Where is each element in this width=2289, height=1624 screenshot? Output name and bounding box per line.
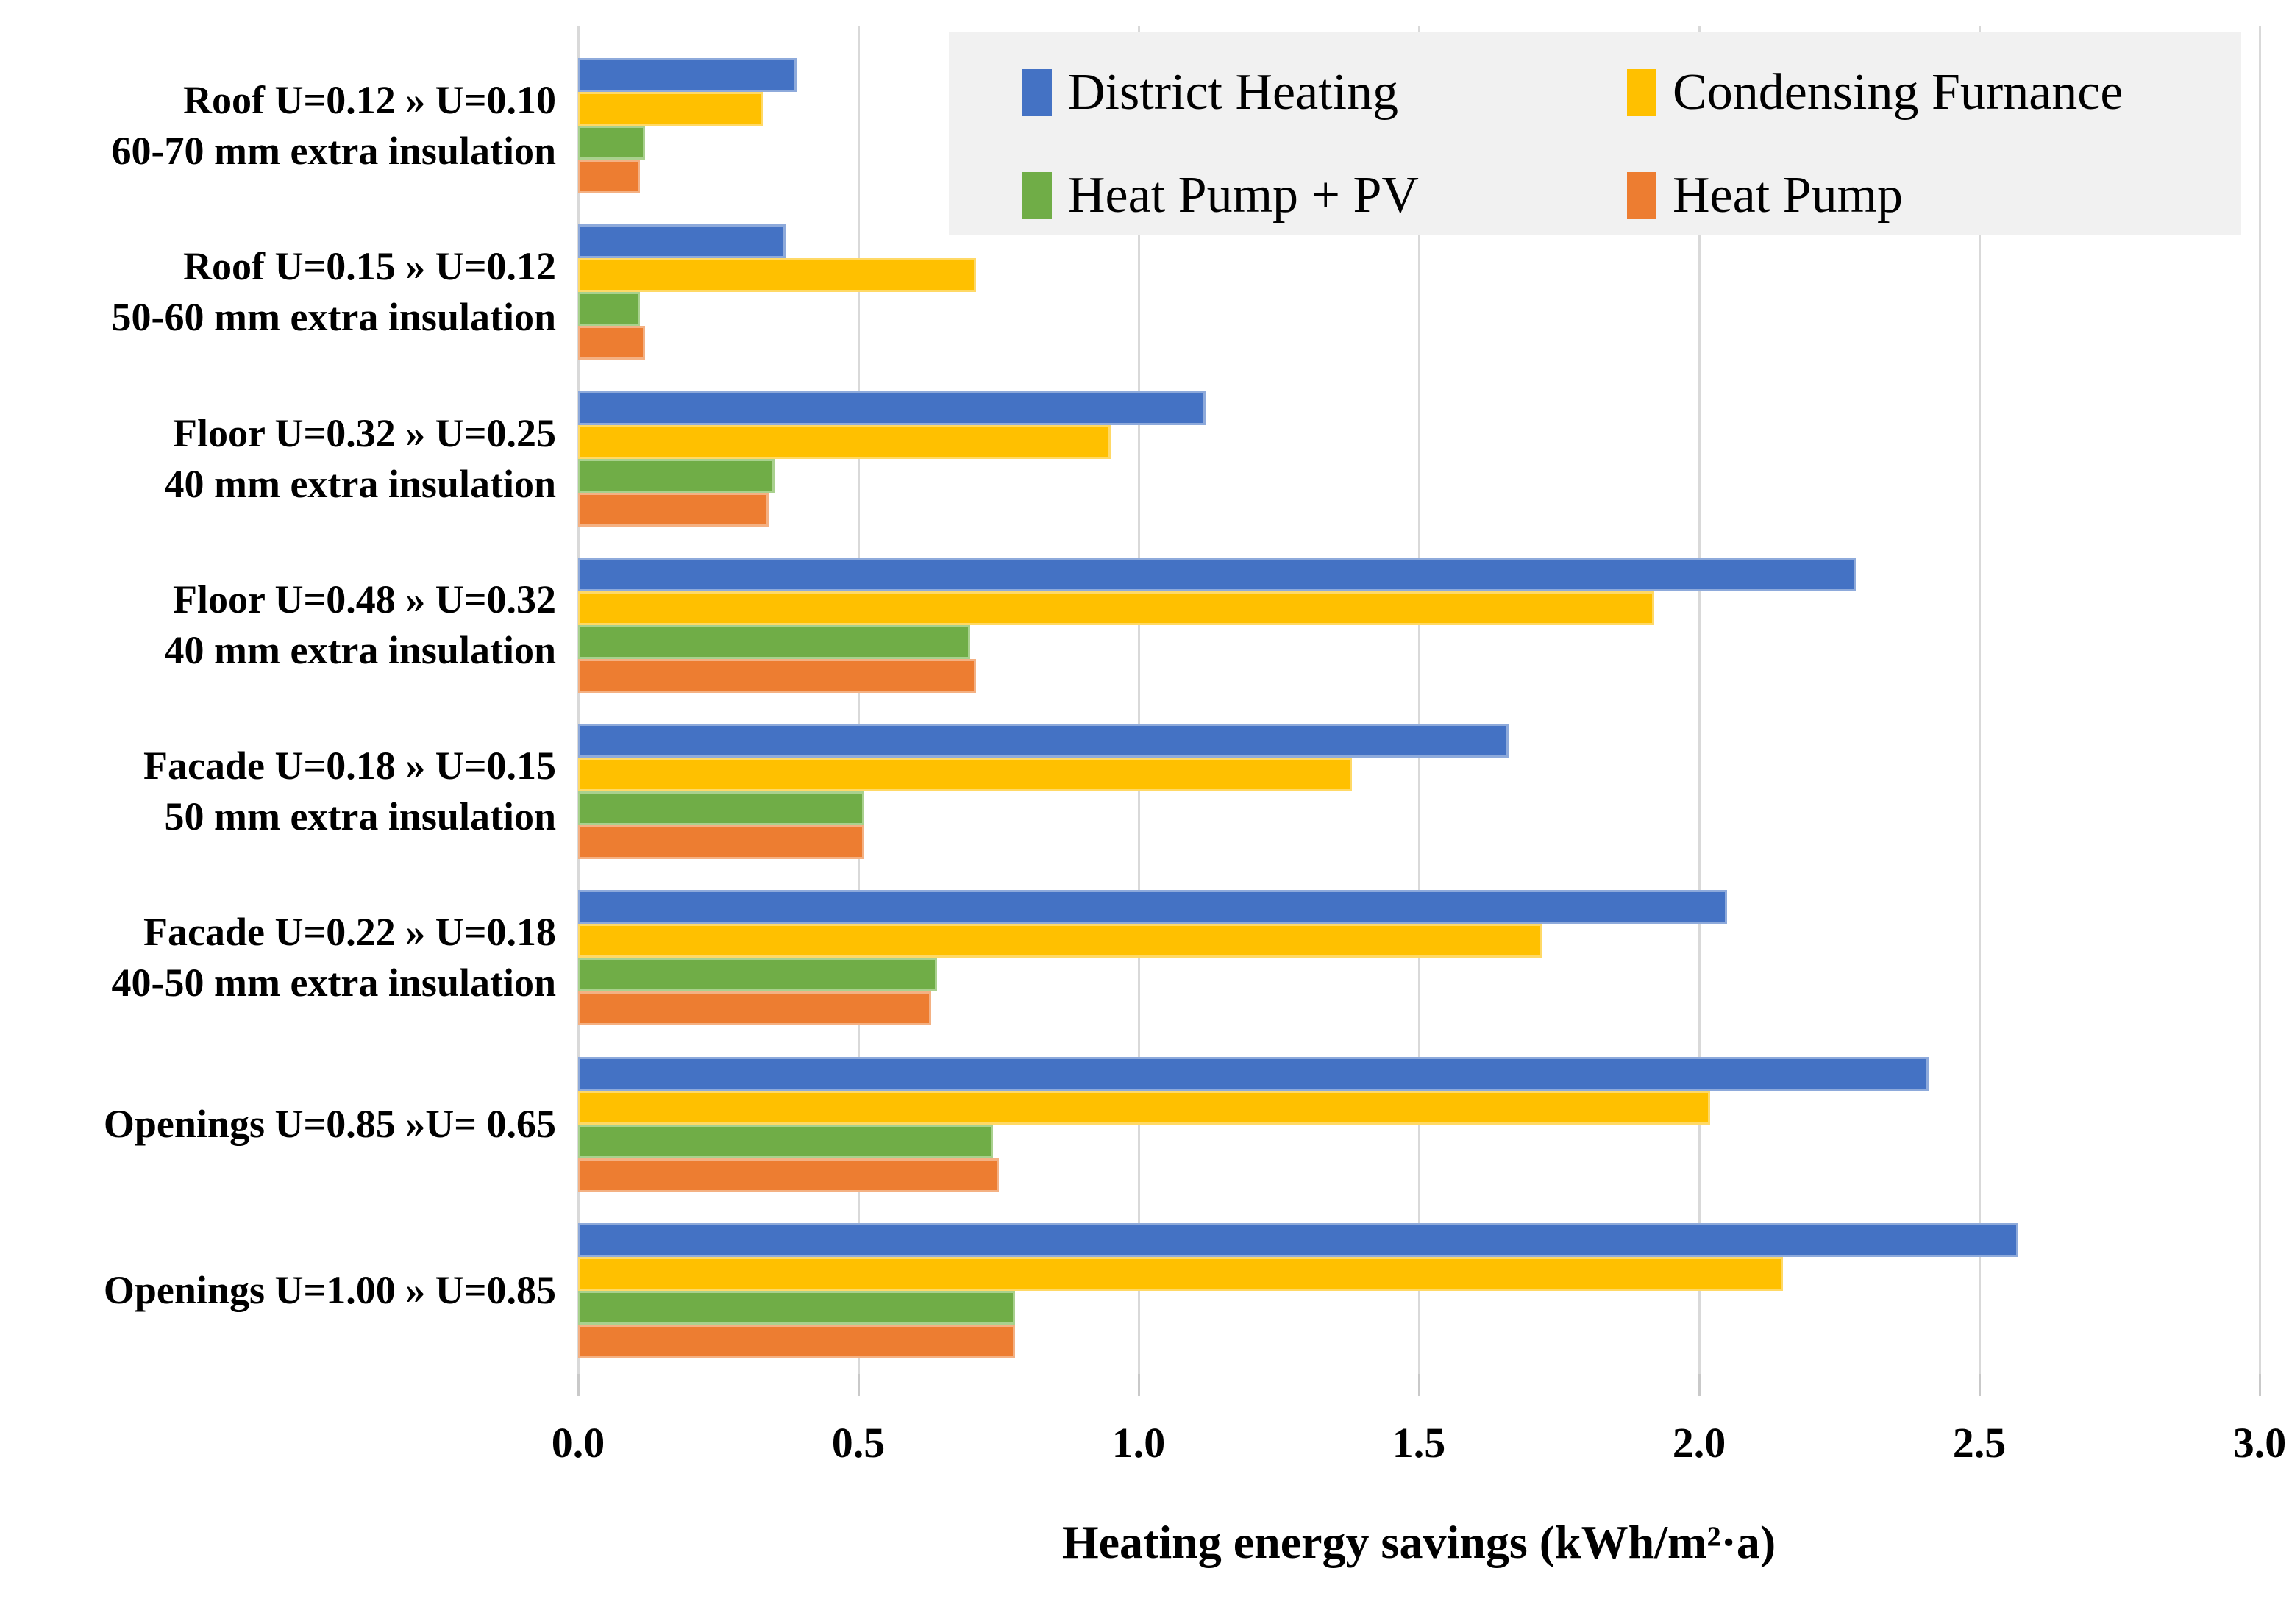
category-label-line: Openings U=1.00 » U=0.85	[103, 1268, 556, 1313]
category-label: Facade U=0.18 » U=0.15 50 mm extra insula…	[15, 708, 556, 875]
legend-label: Heat Pump	[1673, 167, 1904, 224]
category-label: Floor U=0.48 » U=0.32 40 mm extra insulat…	[15, 542, 557, 708]
bar-heat-pump	[578, 1158, 999, 1192]
x-tick-label: 0.5	[831, 1419, 886, 1467]
x-tick-label: 2.5	[1952, 1419, 2007, 1467]
legend-swatch-condensing-furnance	[1627, 69, 1656, 116]
category-label-line: Openings U=0.85 »U= 0.65	[103, 1102, 556, 1147]
legend-swatch-heat-pump-pv	[1022, 172, 1052, 219]
bar-heat-pump	[578, 160, 640, 194]
legend-item-heat-pump-pv: Heat Pump + PV	[1022, 159, 1419, 232]
category-label-line: 40 mm extra insulation	[164, 461, 557, 506]
category-label: Roof U=0.12 » U=0.10 60-70 mm extra insul…	[15, 43, 556, 209]
legend: District Heating Condensing Furnance Heat …	[949, 32, 2241, 235]
category-label-line: Floor U=0.32 » U=0.25	[172, 410, 556, 455]
legend-label: Condensing Furnance	[1673, 64, 2124, 121]
legend-swatch-district-heating	[1022, 69, 1052, 116]
bar-heat-pump-pv	[578, 126, 646, 160]
bar-heat-pump-pv	[578, 458, 775, 493]
bar-condensing-furnance	[578, 92, 763, 127]
legend-item-condensing-furnance: Condensing Furnance	[1627, 56, 2123, 129]
bar-heat-pump-pv	[578, 1290, 1016, 1325]
bar-heat-pump	[578, 658, 977, 693]
category-label: Facade U=0.22 » U=0.18 40-50 mm extra ins…	[15, 875, 556, 1041]
category-label-line: 50-60 mm extra insulation	[111, 295, 556, 340]
category-label-line: Roof U=0.15 » U=0.12	[182, 244, 556, 289]
x-tick-label: 1.5	[1392, 1419, 1446, 1467]
category-label-line: 40 mm extra insulation	[164, 627, 557, 672]
bar-condensing-furnance	[578, 258, 977, 293]
x-tick-label: 2.0	[1672, 1419, 1726, 1467]
x-axis-tick	[577, 1374, 580, 1396]
category-label: Roof U=0.15 » U=0.12 50-60 mm extra insul…	[15, 209, 556, 375]
x-axis-tick	[857, 1374, 860, 1396]
x-tick-label: 0.0	[551, 1419, 605, 1467]
bar-heat-pump	[578, 492, 769, 527]
x-tick-label: 3.0	[2232, 1419, 2287, 1467]
category-label: Openings U=0.85 »U= 0.65	[15, 1041, 556, 1208]
bar-district-heating	[578, 58, 797, 93]
gridline	[1698, 26, 1701, 1374]
x-tick-label: 1.0	[1111, 1419, 1166, 1467]
gridline	[2258, 26, 2261, 1374]
bar-condensing-furnance	[578, 758, 1352, 792]
legend-swatch-heat-pump	[1627, 172, 1656, 219]
category-label-line: 50 mm extra insulation	[164, 794, 557, 839]
category-label-line: Facade U=0.22 » U=0.18	[143, 910, 556, 955]
bar-condensing-furnance	[578, 424, 1111, 459]
bar-district-heating	[578, 391, 1206, 425]
bar-heat-pump-pv	[578, 624, 971, 659]
category-label-line: 60-70 mm extra insulation	[111, 129, 556, 174]
category-label: Openings U=1.00 » U=0.85	[15, 1208, 556, 1374]
gridline	[1417, 26, 1420, 1374]
bar-district-heating	[578, 724, 1509, 758]
bar-condensing-furnance	[578, 924, 1542, 958]
bar-heat-pump-pv	[578, 791, 864, 826]
category-label-line: Floor U=0.48 » U=0.32	[172, 577, 556, 622]
legend-item-district-heating: District Heating	[1022, 56, 1398, 129]
bar-district-heating	[578, 557, 1857, 591]
gridline	[577, 26, 580, 1374]
x-axis-tick	[1417, 1374, 1420, 1396]
legend-label: Heat Pump + PV	[1068, 167, 1419, 224]
bar-condensing-furnance	[578, 591, 1655, 625]
bar-heat-pump-pv	[578, 292, 640, 327]
bar-heat-pump-pv	[578, 958, 937, 992]
x-axis-tick	[2258, 1374, 2261, 1396]
legend-label: District Heating	[1068, 64, 1399, 121]
category-label-line: Roof U=0.12 » U=0.10	[182, 78, 556, 123]
x-axis-title: Heating energy savings (kWh/m²·a)	[1061, 1516, 1776, 1568]
bar-heat-pump	[578, 991, 932, 1026]
bar-condensing-furnance	[578, 1090, 1711, 1125]
gridline	[1137, 26, 1140, 1374]
category-label: Floor U=0.32 » U=0.25 40 mm extra insulat…	[15, 376, 557, 542]
gridline	[1978, 26, 1981, 1374]
bar-heat-pump	[578, 326, 646, 360]
bar-heat-pump	[578, 1324, 1016, 1358]
bar-condensing-furnance	[578, 1256, 1784, 1291]
category-label-line: Facade U=0.18 » U=0.15	[143, 744, 556, 788]
bar-district-heating	[578, 890, 1728, 925]
bar-heat-pump	[578, 825, 864, 860]
x-axis-tick	[1137, 1374, 1140, 1396]
x-axis-tick	[1978, 1374, 1981, 1396]
x-axis-tick	[1698, 1374, 1701, 1396]
bar-district-heating	[578, 1222, 2019, 1257]
category-label-line: 40-50 mm extra insulation	[111, 961, 556, 1005]
legend-item-heat-pump: Heat Pump	[1627, 159, 1903, 232]
bar-district-heating	[578, 1056, 1929, 1091]
bar-district-heating	[578, 224, 786, 259]
gridline	[857, 26, 860, 1374]
bar-heat-pump-pv	[578, 1124, 993, 1158]
